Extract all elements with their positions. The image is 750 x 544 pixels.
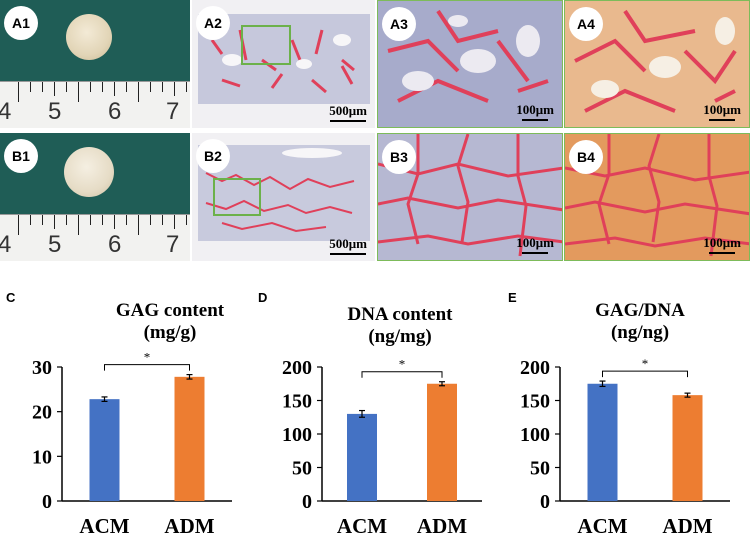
histology-b3: B3 100μm bbox=[377, 133, 563, 261]
zoom-region-box bbox=[213, 178, 261, 216]
y-tick-label: 0 bbox=[42, 491, 52, 513]
scale-label: 100μm bbox=[703, 102, 741, 117]
gag-content-chart: 0 10 20 30 ACM ADM * bbox=[32, 350, 232, 538]
y-tick-label: 20 bbox=[32, 402, 52, 424]
gag-dna-ratio-chart: 0 50 100 150 200 ACM ADM * bbox=[520, 356, 730, 538]
chart-title-line: DNA content bbox=[347, 304, 453, 325]
scale-bar: 500μm bbox=[329, 236, 367, 255]
significance-bracket bbox=[361, 371, 443, 378]
photo-b1: 4 5 6 7 B1 bbox=[0, 133, 190, 261]
panel-label: B2 bbox=[196, 139, 230, 173]
y-tick-label: 200 bbox=[520, 357, 550, 379]
ruler-number: 5 bbox=[48, 98, 62, 125]
chart-title-line: GAG/DNA bbox=[595, 300, 685, 321]
panel-letter: E bbox=[508, 290, 517, 305]
chart-title: DNA content (ng/mg) bbox=[300, 304, 500, 348]
x-tick-label: ADM bbox=[417, 514, 467, 538]
bar bbox=[174, 376, 205, 501]
panel-label: B4 bbox=[569, 140, 603, 174]
histology-a2: A2 500μm bbox=[192, 0, 375, 128]
y-tick-label: 100 bbox=[282, 424, 312, 446]
scale-bar: 100μm bbox=[516, 235, 554, 254]
ruler: 4 5 6 7 bbox=[0, 81, 190, 128]
scale-bar: 500μm bbox=[329, 103, 367, 122]
panel-label: A3 bbox=[382, 7, 416, 41]
histology-a3: A3 100μm bbox=[377, 0, 563, 128]
scale-bar: 100μm bbox=[516, 102, 554, 121]
chart-unit-line: (ng/ng) bbox=[610, 322, 670, 343]
scaffold-disc bbox=[64, 147, 114, 197]
x-tick-label: ADM bbox=[164, 514, 214, 538]
significance-marker: * bbox=[399, 357, 406, 372]
scaffold-disc bbox=[66, 14, 112, 60]
scale-label: 100μm bbox=[516, 102, 554, 117]
tissue-detail bbox=[574, 9, 737, 113]
panel-label: A1 bbox=[4, 6, 38, 40]
significance-marker: * bbox=[144, 350, 151, 365]
x-tick-label: ACM bbox=[337, 514, 387, 538]
ruler-number: 5 bbox=[48, 231, 62, 258]
y-tick-label: 150 bbox=[520, 391, 550, 413]
zoom-region-box bbox=[241, 25, 291, 65]
ruler-number: 6 bbox=[108, 98, 122, 125]
y-tick-label: 200 bbox=[282, 357, 312, 379]
bar bbox=[89, 399, 120, 501]
histology-a4: A4 100μm bbox=[564, 0, 750, 128]
panel-letter: D bbox=[258, 290, 268, 305]
bar bbox=[587, 383, 618, 501]
chart-unit-line: (ng/mg) bbox=[368, 326, 432, 347]
x-tick-label: ACM bbox=[577, 514, 627, 538]
panel-label: B1 bbox=[4, 139, 38, 173]
ruler-number: 6 bbox=[108, 231, 122, 258]
bar bbox=[672, 395, 703, 501]
chart-title: GAG content (mg/g) bbox=[70, 300, 270, 344]
ruler-number: 7 bbox=[166, 231, 180, 258]
scale-label: 100μm bbox=[703, 235, 741, 250]
y-tick-label: 100 bbox=[520, 424, 550, 446]
y-tick-label: 30 bbox=[32, 357, 52, 379]
dna-content-chart: 0 50 100 150 200 ACM ADM * bbox=[282, 357, 482, 538]
y-tick-label: 0 bbox=[302, 491, 312, 513]
ruler-number: 4 bbox=[0, 231, 12, 258]
scale-label: 500μm bbox=[329, 103, 367, 118]
y-tick-label: 50 bbox=[530, 458, 550, 480]
significance-bracket bbox=[104, 364, 190, 371]
photo-a1: 4 5 6 7 A1 bbox=[0, 0, 190, 128]
chart-unit-line: (mg/g) bbox=[143, 322, 197, 343]
histology-b2: B2 500μm bbox=[192, 133, 375, 261]
y-tick-label: 0 bbox=[540, 491, 550, 513]
scale-label: 500μm bbox=[329, 236, 367, 251]
ruler-number: 4 bbox=[0, 98, 12, 125]
y-tick-label: 10 bbox=[32, 446, 52, 468]
y-tick-label: 50 bbox=[292, 458, 312, 480]
tissue-detail bbox=[387, 9, 549, 103]
tissue-detail bbox=[378, 134, 562, 257]
tissue-detail bbox=[565, 134, 749, 257]
x-tick-label: ADM bbox=[662, 514, 712, 538]
scale-label: 100μm bbox=[516, 235, 554, 250]
x-tick-label: ACM bbox=[79, 514, 129, 538]
significance-marker: * bbox=[642, 356, 649, 371]
panel-letter: C bbox=[6, 290, 16, 305]
bar bbox=[427, 383, 457, 501]
panel-label: A2 bbox=[196, 6, 230, 40]
ruler-number: 7 bbox=[166, 98, 180, 125]
ruler: 4 5 6 7 bbox=[0, 214, 190, 261]
panel-label: A4 bbox=[569, 7, 603, 41]
chart-title-line: GAG content bbox=[115, 300, 225, 321]
y-tick-label: 150 bbox=[282, 391, 312, 413]
panel-label: B3 bbox=[382, 140, 416, 174]
bar bbox=[347, 413, 377, 501]
histology-b4: B4 100μm bbox=[564, 133, 750, 261]
chart-title: GAG/DNA (ng/ng) bbox=[540, 300, 740, 344]
significance-bracket bbox=[602, 370, 688, 378]
scale-bar: 100μm bbox=[703, 235, 741, 254]
scale-bar: 100μm bbox=[703, 102, 741, 121]
